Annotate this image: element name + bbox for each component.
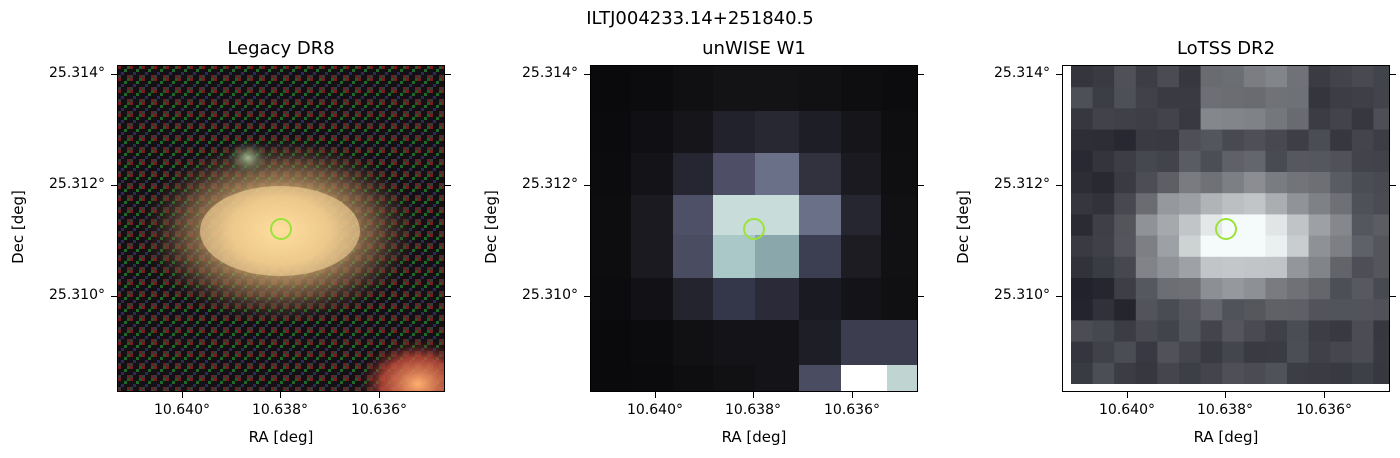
source-marker-circle [270, 218, 292, 240]
x-tick-label: 10.636° [1296, 402, 1352, 418]
panel-title: Legacy DR8 [227, 38, 335, 59]
x-axis-label: RA [deg] [721, 428, 787, 446]
x-tick-label: 10.640° [627, 402, 683, 418]
x-tick-label: 10.638° [1197, 402, 1253, 418]
y-tick-label: 25.312° [49, 176, 105, 192]
figure-title: ILTJ004233.14+251840.5 [586, 8, 814, 29]
x-tick-label: 10.636° [351, 402, 407, 418]
y-tick-label: 25.310° [522, 287, 578, 303]
unwise-image [590, 65, 918, 392]
panel-legacy: Legacy DR8 [0, 0, 460, 458]
panel-title: unWISE W1 [702, 38, 806, 59]
y-tick-label: 25.310° [994, 287, 1050, 303]
panel-title: LoTSS DR2 [1176, 38, 1276, 59]
y-tick-label: 25.312° [994, 176, 1050, 192]
panel-lotss: LoTSS DR2 Dec [deg] 25.314° 25.312° 25.3… [945, 0, 1400, 458]
panel-unwise: unWISE W1 [473, 0, 933, 458]
y-tick-label: 25.310° [49, 287, 105, 303]
x-axis-label: RA [deg] [248, 428, 314, 446]
source-marker-circle [1215, 218, 1237, 240]
legacy-image [117, 65, 445, 392]
unwise-infrared-image [591, 66, 917, 391]
source-marker-circle [743, 218, 765, 240]
x-tick-label: 10.640° [154, 402, 210, 418]
y-tick-label: 25.314° [522, 65, 578, 81]
x-tick-label: 10.638° [725, 402, 781, 418]
lotss-radio-image [1063, 66, 1389, 391]
x-axis-label: RA [deg] [1193, 428, 1259, 446]
y-tick-label: 25.314° [994, 65, 1050, 81]
x-tick-label: 10.638° [252, 402, 308, 418]
y-tick-label: 25.312° [522, 176, 578, 192]
x-tick-label: 10.640° [1099, 402, 1155, 418]
lotss-image [1062, 65, 1390, 392]
y-tick-label: 25.314° [49, 65, 105, 81]
x-tick-label: 10.636° [824, 402, 880, 418]
legacy-optical-image [118, 66, 444, 391]
